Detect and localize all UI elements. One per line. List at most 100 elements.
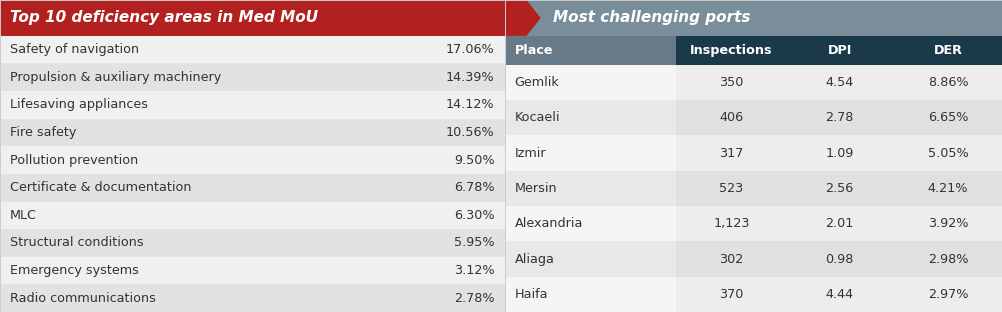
Bar: [786, 277, 893, 312]
Text: 14.39%: 14.39%: [446, 71, 494, 84]
Bar: [893, 65, 1002, 100]
Text: 10.56%: 10.56%: [445, 126, 494, 139]
Bar: [0, 91, 504, 119]
Text: 2.01: 2.01: [825, 217, 853, 230]
Bar: [786, 65, 893, 100]
Bar: [786, 206, 893, 241]
Text: 6.65%: 6.65%: [927, 111, 968, 124]
Bar: [504, 171, 675, 206]
Text: Safety of navigation: Safety of navigation: [10, 43, 139, 56]
Text: DPI: DPI: [827, 44, 851, 57]
Bar: [504, 0, 1002, 312]
Text: 2.78: 2.78: [825, 111, 853, 124]
Text: Pollution prevention: Pollution prevention: [10, 154, 138, 167]
Text: 2.98%: 2.98%: [927, 252, 968, 266]
Text: 0.98: 0.98: [825, 252, 853, 266]
Bar: [786, 36, 893, 65]
Bar: [675, 135, 786, 171]
Text: Izmir: Izmir: [514, 147, 546, 160]
Bar: [675, 36, 786, 65]
Text: Aliaga: Aliaga: [514, 252, 554, 266]
Text: Most challenging ports: Most challenging ports: [552, 10, 749, 26]
Bar: [893, 206, 1002, 241]
Bar: [0, 0, 504, 312]
Text: 14.12%: 14.12%: [446, 98, 494, 111]
Text: Inspections: Inspections: [689, 44, 772, 57]
Bar: [504, 277, 675, 312]
Bar: [504, 100, 675, 135]
Text: 370: 370: [718, 288, 742, 301]
Text: Place: Place: [514, 44, 552, 57]
Text: 406: 406: [718, 111, 742, 124]
Text: 302: 302: [718, 252, 742, 266]
Bar: [0, 0, 504, 36]
Bar: [786, 171, 893, 206]
Bar: [0, 202, 504, 229]
Bar: [893, 135, 1002, 171]
Text: 3.92%: 3.92%: [927, 217, 968, 230]
Text: Kocaeli: Kocaeli: [514, 111, 559, 124]
Bar: [893, 277, 1002, 312]
Bar: [675, 65, 786, 100]
Text: Alexandria: Alexandria: [514, 217, 582, 230]
Text: 1,123: 1,123: [712, 217, 748, 230]
Text: Radio communications: Radio communications: [10, 292, 155, 305]
Bar: [0, 64, 504, 91]
Polygon shape: [482, 0, 540, 36]
Bar: [893, 100, 1002, 135]
Bar: [504, 135, 675, 171]
Text: Haifa: Haifa: [514, 288, 547, 301]
Bar: [786, 100, 893, 135]
Text: Structural conditions: Structural conditions: [10, 236, 143, 250]
Text: 4.44: 4.44: [825, 288, 853, 301]
Text: Certificate & documentation: Certificate & documentation: [10, 181, 191, 194]
Text: 4.21%: 4.21%: [927, 182, 968, 195]
Text: 2.97%: 2.97%: [927, 288, 968, 301]
Text: 8.86%: 8.86%: [927, 76, 968, 89]
Text: Propulsion & auxiliary machinery: Propulsion & auxiliary machinery: [10, 71, 221, 84]
Bar: [504, 36, 675, 65]
Bar: [504, 0, 1002, 36]
Bar: [893, 36, 1002, 65]
Bar: [675, 100, 786, 135]
Bar: [0, 174, 504, 202]
Bar: [0, 36, 504, 64]
Bar: [893, 241, 1002, 277]
Text: 3.12%: 3.12%: [453, 264, 494, 277]
Text: 17.06%: 17.06%: [445, 43, 494, 56]
Text: 5.05%: 5.05%: [927, 147, 968, 160]
Bar: [675, 206, 786, 241]
Text: Emergency systems: Emergency systems: [10, 264, 138, 277]
Bar: [0, 146, 504, 174]
Text: Mersin: Mersin: [514, 182, 556, 195]
Text: 317: 317: [718, 147, 742, 160]
Bar: [786, 135, 893, 171]
Text: 1.09: 1.09: [825, 147, 853, 160]
Text: 2.78%: 2.78%: [453, 292, 494, 305]
Text: 4.54: 4.54: [825, 76, 853, 89]
Bar: [504, 65, 675, 100]
Text: 9.50%: 9.50%: [453, 154, 494, 167]
Text: DER: DER: [933, 44, 962, 57]
Bar: [786, 241, 893, 277]
Text: 350: 350: [718, 76, 742, 89]
Bar: [893, 171, 1002, 206]
Bar: [0, 119, 504, 146]
Text: Top 10 deficiency areas in Med MoU: Top 10 deficiency areas in Med MoU: [10, 10, 318, 26]
Bar: [675, 241, 786, 277]
Text: 6.30%: 6.30%: [453, 209, 494, 222]
Text: 5.95%: 5.95%: [453, 236, 494, 250]
Text: Gemlik: Gemlik: [514, 76, 559, 89]
Bar: [675, 171, 786, 206]
Text: Fire safety: Fire safety: [10, 126, 76, 139]
Bar: [0, 285, 504, 312]
Bar: [0, 229, 504, 257]
Bar: [504, 206, 675, 241]
Text: 6.78%: 6.78%: [453, 181, 494, 194]
Text: MLC: MLC: [10, 209, 37, 222]
Bar: [504, 241, 675, 277]
Text: 523: 523: [718, 182, 742, 195]
Text: 2.56: 2.56: [825, 182, 853, 195]
Bar: [0, 257, 504, 285]
Bar: [675, 277, 786, 312]
